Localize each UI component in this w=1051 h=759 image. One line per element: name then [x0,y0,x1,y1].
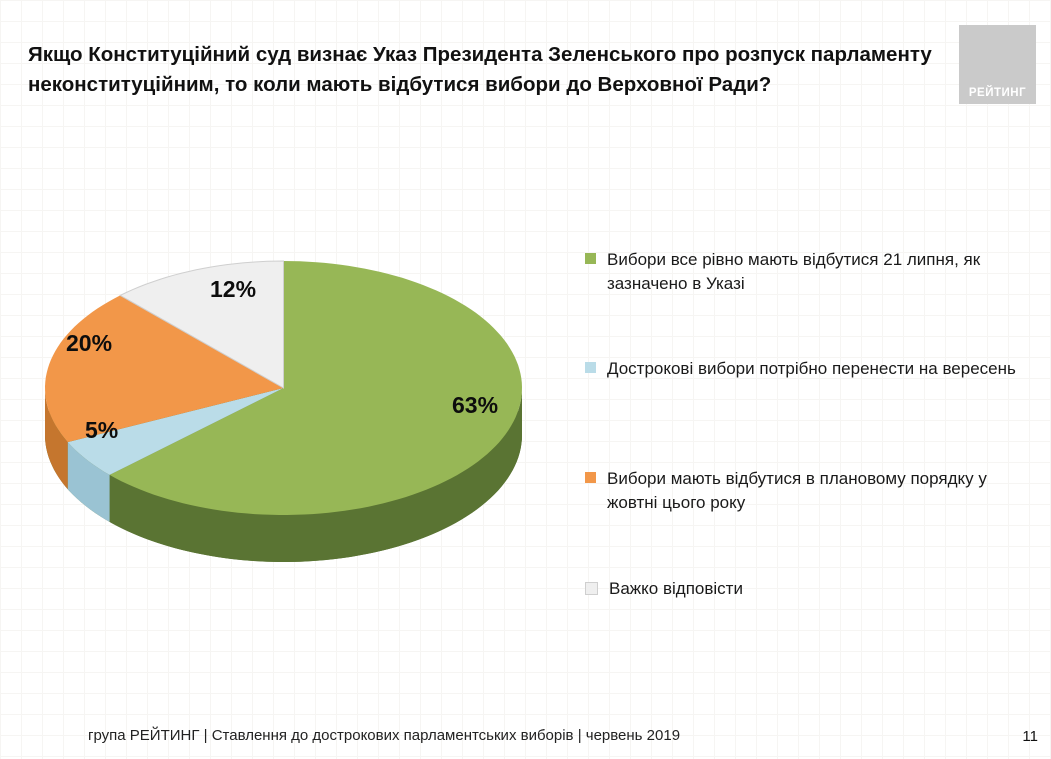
legend-item-october: Вибори мають відбутися в плановому поряд… [585,467,1037,515]
rating-group-logo-text: РЕЙТИНГ [968,87,1027,99]
page-number: 11 [1022,728,1038,745]
legend-label: Вибори мають відбутися в плановому поряд… [607,469,987,512]
slide-title-line1: Якщо Конституційний суд визнає Указ През… [28,43,932,66]
slide-title: Якщо Конституційний суд визнає Указ През… [28,40,988,100]
pie-chart [20,240,560,580]
rating-group-logo: РЕЙТИНГ [959,25,1036,104]
slide-footer: група РЕЙТИНГ | Ставлення до дострокових… [88,727,681,744]
legend-label: Дострокові вибори потрібно перенести на … [607,359,1016,378]
legend-label: Вибори все рівно мають відбутися 21 липн… [607,250,981,293]
slide-title-line2: неконституційним, то коли мають відбутис… [28,73,772,96]
legend-item-hard-to-answer: Важко відповісти [585,577,743,601]
legend-marker-blue-icon [585,362,596,373]
pie-label-63: 63% [452,392,499,418]
legend-marker-orange-icon [585,472,596,483]
legend-marker-gray-icon [585,582,598,595]
pie-label-12: 12% [210,276,257,302]
legend-label: Важко відповісти [609,579,743,598]
legend-item-september: Дострокові вибори потрібно перенести на … [585,357,1016,381]
pie-chart-svg [45,260,522,562]
legend-item-21-july: Вибори все рівно мають відбутися 21 липн… [585,248,1037,296]
pie-label-20: 20% [66,330,113,356]
chart-legend: Вибори все рівно мають відбутися 21 липн… [585,0,1037,759]
pie-label-5: 5% [85,417,119,443]
legend-marker-green-icon [585,253,596,264]
